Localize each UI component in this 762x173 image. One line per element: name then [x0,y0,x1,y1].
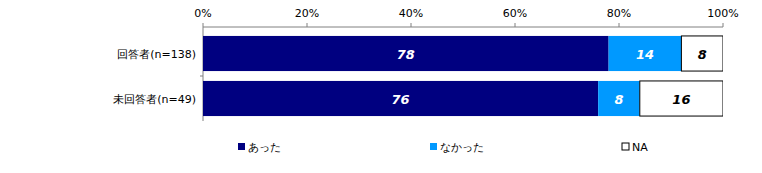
chart: 0% 20% 40% 60% 80% 100% 78 14 8 76 8 16 回答者(n=138) 未回… [0,0,762,173]
x-tick [515,23,516,27]
data-label: 14 [636,47,654,62]
x-tick-label: 0% [194,7,211,20]
data-label: 76 [392,92,410,107]
legend: あった なかった NA [238,141,648,154]
x-tick-label: 40% [399,7,423,20]
data-label: 78 [397,47,415,62]
data-label: 8 [698,47,707,62]
x-tick [203,23,204,27]
x-tick [307,23,308,27]
x-tick-label: 20% [295,7,319,20]
bar-segment [598,81,640,116]
data-label: 8 [614,92,623,107]
bars [203,36,723,116]
category-label: 回答者(n=138) [117,48,196,61]
bar-segment [203,36,609,71]
legend-label: なかった [440,141,484,154]
legend-swatch [622,143,629,150]
x-tick-label: 60% [503,7,527,20]
x-tick [411,23,412,27]
legend-swatch [430,143,437,150]
legend-swatch [238,143,245,150]
x-tick-label: 100% [707,7,738,20]
bar-segment [681,36,723,71]
x-axis [203,27,723,28]
bar-segment [203,81,598,116]
bar-segment [640,81,723,116]
x-tick [723,23,724,27]
data-labels: 78 14 8 76 8 16 [392,47,707,107]
x-tick-label: 80% [607,7,631,20]
category-label: 未回答者(n=49) [113,93,196,106]
category-separator [200,76,203,77]
x-tick [619,23,620,27]
data-label: 16 [672,92,690,107]
legend-label: NA [632,141,648,154]
bar-segment [609,36,682,71]
legend-label: あった [248,141,281,154]
